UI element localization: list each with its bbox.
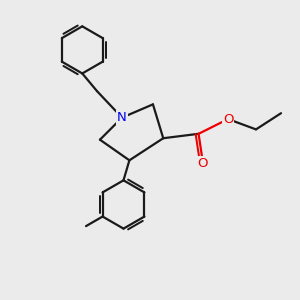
Text: O: O [223,112,233,126]
Text: N: N [117,111,127,124]
Text: O: O [198,157,208,170]
